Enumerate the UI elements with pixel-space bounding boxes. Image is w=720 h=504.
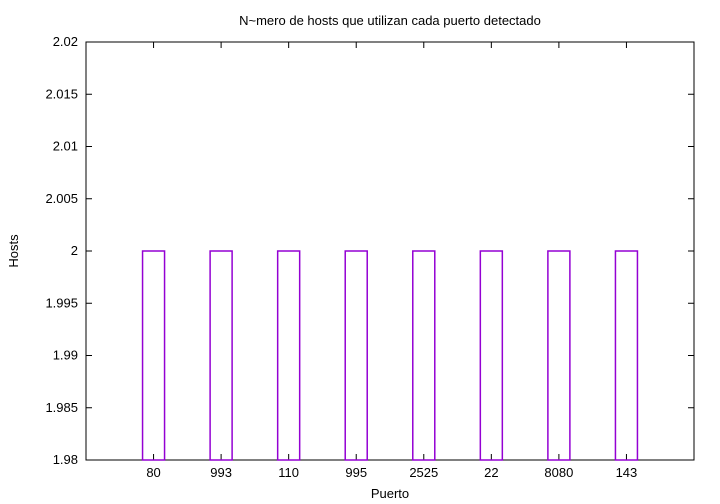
x-tick-label: 22	[484, 465, 498, 480]
x-tick-label: 110	[278, 465, 299, 480]
x-tick-label: 80	[146, 465, 160, 480]
x-tick-label: 2525	[409, 465, 438, 480]
y-tick-label: 2	[71, 243, 78, 258]
bar-80	[141, 250, 166, 461]
y-axis-label: Hosts	[6, 234, 21, 268]
x-tick-label: 995	[345, 465, 367, 480]
y-tick-label: 1.985	[45, 400, 78, 415]
x-axis-label: Puerto	[371, 486, 409, 501]
bars-group	[141, 250, 639, 461]
y-tick-label: 2.005	[45, 191, 78, 206]
y-axis: 1.98 1.985 1.99 1.995 2 2.005 2.01 2.015 2.02	[45, 34, 694, 467]
bar-995	[344, 250, 368, 461]
y-tick-label: 1.995	[45, 295, 78, 310]
x-tick-label: 143	[616, 465, 638, 480]
bar-110	[276, 250, 301, 461]
bar-2525	[412, 250, 436, 461]
bar-993	[209, 250, 233, 461]
y-tick-label: 2.02	[53, 34, 78, 49]
x-tick-label: 8080	[544, 465, 573, 480]
x-tick-label: 993	[210, 465, 232, 480]
bar-22	[479, 250, 504, 461]
y-tick-label: 1.98	[53, 452, 78, 467]
y-tick-label: 2.01	[53, 139, 78, 154]
chart-title: N~mero de hosts que utilizan cada puerto…	[239, 13, 541, 28]
y-tick-label: 1.99	[53, 348, 78, 363]
x-axis: 80 993 110 995 2525 22 8080 143	[146, 42, 637, 480]
bar-143	[614, 250, 639, 461]
plot-frame	[85, 41, 695, 461]
y-tick-label: 2.015	[45, 86, 78, 101]
bar-8080	[547, 250, 571, 461]
